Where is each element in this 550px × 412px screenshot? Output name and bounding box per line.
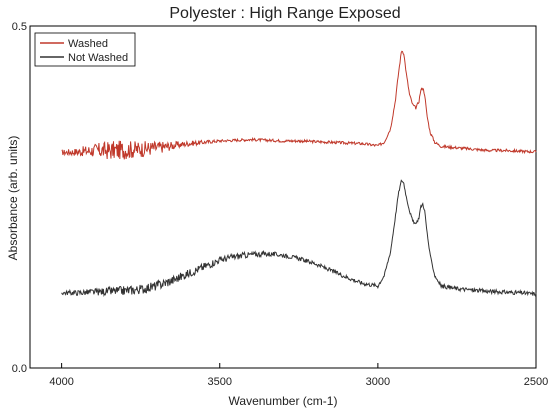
y-tick-label: 0.0 bbox=[12, 363, 27, 375]
x-tick-label: 4000 bbox=[49, 376, 73, 388]
legend-box bbox=[34, 32, 136, 67]
y-axis: 0.0 0.5 bbox=[12, 21, 35, 375]
x-tick-label: 3000 bbox=[366, 376, 390, 388]
y-axis-label: Absorbance (arb. units) bbox=[6, 136, 20, 261]
x-axis: 4000 3500 3000 2500 bbox=[49, 363, 548, 388]
x-tick-label: 3500 bbox=[208, 376, 232, 388]
x-tick-label: 2500 bbox=[524, 376, 548, 388]
legend-label-washed: Washed bbox=[68, 38, 108, 50]
series-line-not-washed bbox=[61, 179, 537, 298]
y-tick-label: 0.5 bbox=[12, 21, 27, 33]
series-layer bbox=[61, 50, 537, 298]
x-axis-label: Wavenumber (cm-1) bbox=[229, 394, 338, 408]
legend-label-not-washed: Not Washed bbox=[68, 52, 128, 64]
legend: Washed Not Washed bbox=[34, 32, 136, 67]
chart-title: Polyester : High Range Exposed bbox=[169, 5, 400, 22]
plot-area-frame bbox=[29, 25, 537, 369]
series-line-washed bbox=[61, 50, 537, 160]
